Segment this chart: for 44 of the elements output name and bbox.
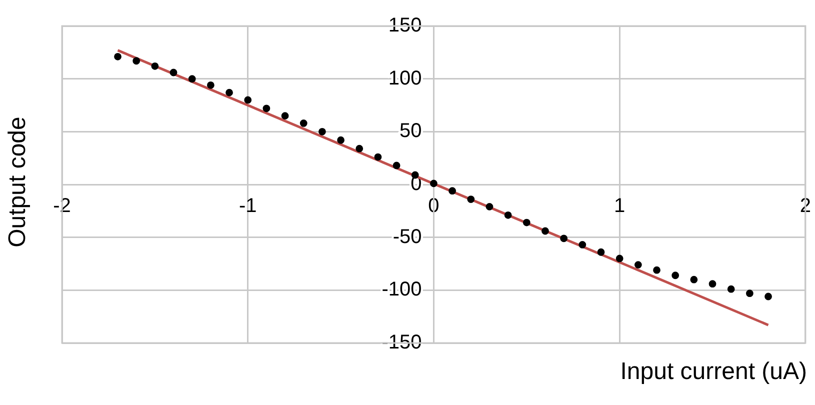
x-tick-label: -1 <box>238 195 257 218</box>
point <box>337 136 344 144</box>
point <box>151 62 159 70</box>
point <box>430 180 438 188</box>
point <box>560 234 568 242</box>
point <box>262 104 270 112</box>
point <box>467 196 475 203</box>
point <box>690 276 698 284</box>
point <box>281 112 289 120</box>
point <box>522 218 530 226</box>
point <box>226 88 233 96</box>
x-tick-label: 1 <box>614 195 626 218</box>
y-tick-label: 150 <box>388 14 422 37</box>
point <box>206 81 214 89</box>
point <box>708 280 716 288</box>
point <box>597 248 605 256</box>
y-tick-label: -50 <box>392 226 422 248</box>
point <box>634 261 642 269</box>
point <box>132 57 140 65</box>
y-tick-label: -100 <box>382 278 422 301</box>
point <box>188 75 196 83</box>
point <box>486 202 494 210</box>
point <box>170 68 178 76</box>
point <box>542 227 549 235</box>
point <box>653 266 660 274</box>
y-tick-label: 50 <box>399 120 422 142</box>
point <box>672 272 680 280</box>
point <box>578 241 586 248</box>
point <box>318 128 326 136</box>
point <box>764 292 772 300</box>
point <box>244 96 252 104</box>
point <box>392 162 400 170</box>
point <box>448 187 456 195</box>
point <box>356 144 364 152</box>
point <box>616 254 624 262</box>
point <box>504 211 512 219</box>
point <box>300 120 308 127</box>
x-axis-title: Input current (uA) <box>620 358 807 386</box>
y-tick-label: 100 <box>388 67 422 90</box>
point <box>114 52 122 60</box>
point <box>727 285 735 293</box>
point <box>374 153 382 161</box>
y-axis-title: Output code <box>4 116 32 248</box>
point <box>746 290 754 298</box>
